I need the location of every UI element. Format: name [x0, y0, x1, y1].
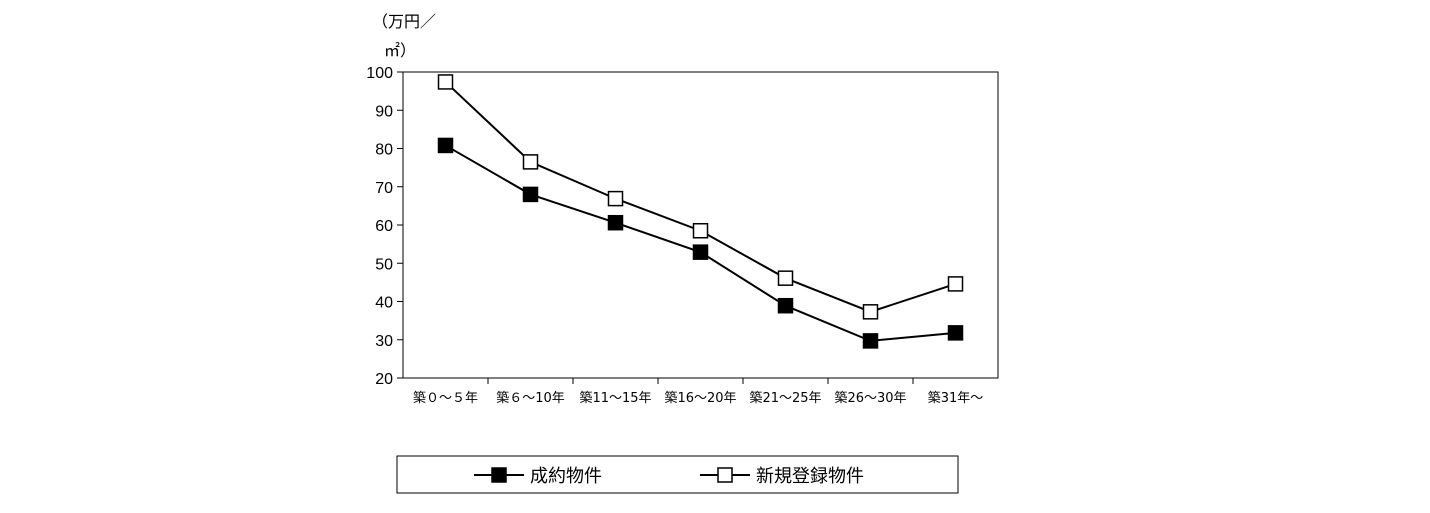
y-axis-unit-line2: ㎡） — [384, 41, 416, 60]
legend-label-new-listing: 新規登録物件 — [756, 466, 864, 487]
y-axis: 20 30 40 50 60 70 80 90 100 — [366, 65, 403, 388]
legend-marker-new-listing — [717, 467, 733, 483]
series-0-point — [777, 297, 794, 314]
series-1-point — [777, 270, 794, 286]
series-0-point — [437, 137, 454, 154]
y-tick-label: 70 — [375, 180, 393, 197]
legend-label-contracted: 成約物件 — [530, 466, 602, 487]
series-line-1 — [444, 81, 956, 313]
series-0-point — [692, 244, 709, 260]
series-1-point — [437, 74, 454, 90]
x-tick-label: 築６～10年 — [496, 391, 565, 406]
y-axis-unit-line1: （万円／ — [372, 12, 436, 31]
x-tick-label: 築16～20年 — [664, 391, 736, 406]
x-tick-label: 築26～30年 — [834, 391, 906, 406]
series-1-point — [607, 190, 624, 207]
y-tick-label: 100 — [366, 65, 393, 82]
series-1-point — [692, 222, 709, 239]
y-tick-label: 50 — [375, 256, 393, 273]
series-1-point — [862, 304, 879, 320]
series-0-point — [862, 333, 879, 349]
series-1-point — [947, 276, 964, 292]
x-axis: 築０～５年 築６～10年 築11～15年 築16～20年 築21～25年 築26～30年 築… — [413, 378, 983, 406]
series-line-0 — [445, 144, 956, 342]
series-0-point — [947, 325, 964, 341]
y-tick-label: 20 — [375, 371, 393, 388]
series-layer — [437, 74, 964, 349]
x-tick-label: 築31年～ — [928, 391, 984, 406]
y-tick-label: 40 — [375, 295, 393, 312]
x-tick-label: 築21～25年 — [749, 391, 821, 406]
x-tick-label: 築０～５年 — [413, 391, 478, 406]
y-tick-label: 90 — [375, 103, 393, 120]
series-0-point — [607, 214, 624, 231]
x-tick-label: 築11～15年 — [579, 391, 651, 406]
series-0-point — [522, 186, 539, 203]
series-1-point — [522, 154, 539, 170]
y-tick-label: 60 — [375, 218, 393, 235]
y-tick-label: 80 — [375, 142, 393, 159]
legend-marker-contracted — [491, 467, 507, 483]
y-tick-label: 30 — [375, 333, 393, 350]
legend: 成約物件 新規登録物件 — [396, 455, 959, 494]
